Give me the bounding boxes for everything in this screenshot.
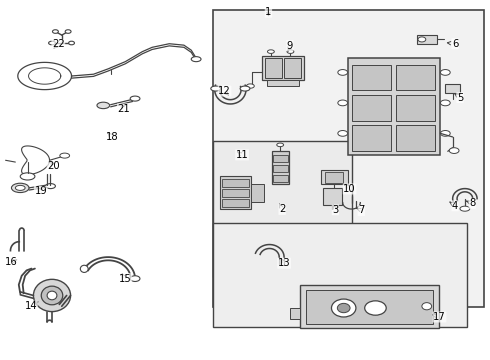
Ellipse shape: [441, 131, 450, 136]
Bar: [396, 64, 435, 90]
Ellipse shape: [240, 86, 250, 91]
Text: 5: 5: [457, 93, 463, 103]
Ellipse shape: [330, 189, 338, 194]
Bar: [417, 35, 437, 44]
Text: 18: 18: [106, 132, 119, 142]
Text: 11: 11: [236, 150, 248, 160]
Ellipse shape: [268, 50, 274, 53]
Ellipse shape: [97, 102, 110, 109]
Text: 16: 16: [5, 257, 18, 267]
Ellipse shape: [287, 50, 294, 53]
Bar: [352, 95, 391, 121]
Ellipse shape: [130, 96, 140, 101]
Ellipse shape: [47, 291, 57, 300]
Ellipse shape: [60, 153, 70, 158]
Text: 1: 1: [265, 7, 271, 17]
Bar: [222, 199, 249, 207]
Text: 13: 13: [278, 258, 291, 268]
Bar: [300, 285, 439, 328]
Ellipse shape: [418, 37, 426, 42]
Text: 8: 8: [469, 198, 475, 208]
Bar: [213, 140, 352, 277]
Bar: [272, 151, 289, 184]
Bar: [265, 58, 282, 78]
Ellipse shape: [441, 69, 450, 75]
Ellipse shape: [246, 84, 254, 88]
Ellipse shape: [33, 279, 71, 312]
Ellipse shape: [460, 206, 470, 211]
Ellipse shape: [52, 30, 58, 33]
Text: 22: 22: [52, 40, 65, 49]
Text: 20: 20: [47, 161, 60, 171]
Bar: [213, 10, 485, 307]
Bar: [273, 154, 288, 162]
Text: 6: 6: [452, 39, 458, 49]
Ellipse shape: [80, 265, 88, 273]
Ellipse shape: [277, 143, 284, 147]
Ellipse shape: [338, 131, 347, 136]
Ellipse shape: [331, 299, 356, 317]
Bar: [396, 126, 435, 151]
Bar: [352, 64, 391, 90]
Bar: [273, 175, 288, 182]
Bar: [352, 126, 391, 151]
Ellipse shape: [11, 183, 29, 193]
Text: 17: 17: [433, 312, 446, 322]
Ellipse shape: [338, 69, 347, 75]
Bar: [325, 172, 343, 183]
Text: 3: 3: [332, 205, 339, 215]
Bar: [251, 184, 264, 202]
Ellipse shape: [46, 184, 55, 189]
Text: 15: 15: [119, 274, 132, 284]
Ellipse shape: [365, 301, 386, 315]
Ellipse shape: [191, 57, 201, 62]
Ellipse shape: [337, 303, 350, 313]
Bar: [213, 223, 467, 327]
Bar: [306, 290, 433, 324]
Bar: [321, 170, 347, 184]
Text: 4: 4: [452, 201, 458, 211]
Ellipse shape: [15, 185, 25, 190]
Ellipse shape: [449, 148, 459, 153]
Text: 10: 10: [343, 184, 356, 194]
Ellipse shape: [422, 303, 432, 310]
Text: 21: 21: [118, 104, 130, 114]
Bar: [222, 179, 249, 187]
Text: 9: 9: [287, 41, 293, 50]
Text: 7: 7: [358, 206, 365, 216]
Ellipse shape: [41, 286, 63, 305]
Bar: [284, 58, 301, 78]
Ellipse shape: [338, 100, 347, 106]
Text: 12: 12: [218, 86, 231, 96]
Text: 2: 2: [279, 204, 285, 215]
Bar: [290, 308, 300, 319]
Text: 19: 19: [34, 186, 47, 197]
Bar: [262, 56, 304, 80]
Bar: [273, 165, 288, 172]
Ellipse shape: [211, 86, 220, 91]
Bar: [396, 95, 435, 121]
Bar: [267, 80, 299, 86]
Ellipse shape: [69, 41, 74, 45]
Bar: [347, 58, 441, 155]
Bar: [445, 84, 460, 93]
Ellipse shape: [49, 41, 55, 45]
Ellipse shape: [441, 100, 450, 106]
Ellipse shape: [130, 276, 140, 282]
Text: 14: 14: [24, 301, 37, 311]
Bar: [323, 188, 342, 205]
Bar: [220, 176, 251, 209]
Bar: [222, 189, 249, 197]
Ellipse shape: [20, 173, 35, 180]
Ellipse shape: [65, 30, 71, 33]
